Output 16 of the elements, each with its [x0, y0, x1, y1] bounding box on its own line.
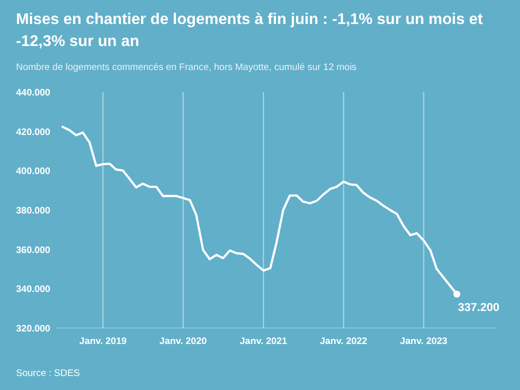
annotation: 337.200 [458, 302, 500, 314]
chart-subtitle: Nombre de logements commencés en France, hors Mayotte, cumulé sur 12 mois [16, 62, 357, 73]
y-tick-label: 360.000 [16, 244, 50, 256]
y-tick-label: 400.000 [16, 166, 50, 178]
source-note: Source : SDES [16, 368, 80, 379]
x-tick-label: Janv. 2021 [240, 336, 288, 347]
y-tick-label: 380.000 [16, 206, 50, 216]
x-tick-label: Janv. 2022 [320, 336, 368, 347]
y-tick-label: 440.000 [16, 88, 50, 98]
x-tick-label: Janv. 2020 [159, 336, 207, 347]
y-tick-label: 320.000 [16, 324, 50, 334]
x-tick-label: Janv. 2019 [79, 336, 127, 347]
x-tick-label: Janv. 2023 [400, 336, 448, 347]
y-tick-label: 340.000 [16, 284, 50, 296]
y-tick-label: 420.000 [16, 126, 50, 138]
chart-title: Mises en chantier de logements à fin juin : -1,1% sur un mois et -12,3% sur un an [16, 11, 483, 50]
